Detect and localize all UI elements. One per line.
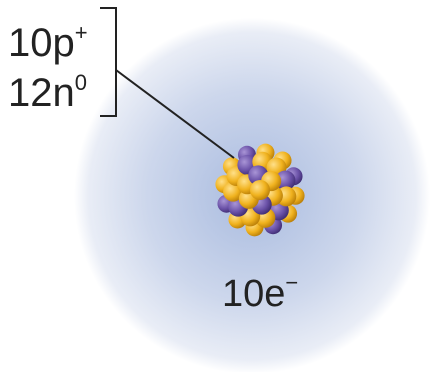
proton-text: 10p xyxy=(8,21,75,65)
atom-diagram: 10p+ 12n0 10e− xyxy=(0,0,430,372)
proton-label: 10p+ xyxy=(8,20,88,65)
neutron-label: 12n0 xyxy=(8,70,87,115)
electron-text: 10e xyxy=(222,273,285,315)
nucleon xyxy=(250,180,270,200)
neutron-superscript: 0 xyxy=(75,70,87,95)
neutron-text: 12n xyxy=(8,71,75,115)
electron-superscript: − xyxy=(285,270,298,295)
proton-superscript: + xyxy=(75,20,88,45)
